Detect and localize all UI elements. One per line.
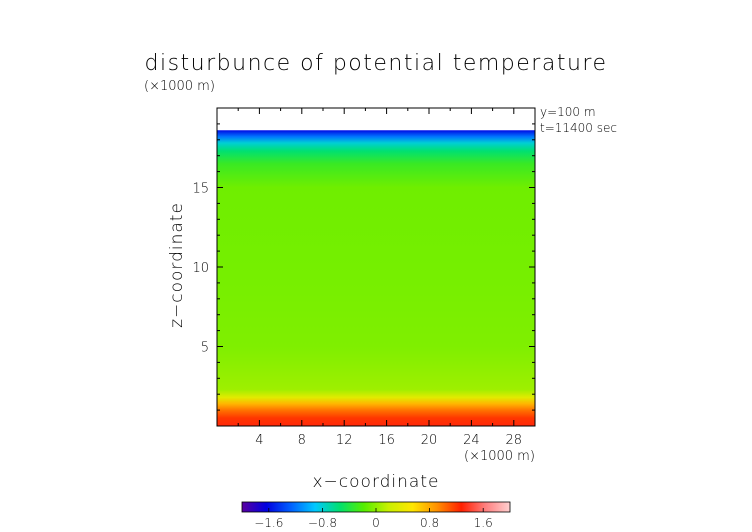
- y-tick-label: 10: [192, 261, 209, 276]
- y-axis-label: z−coordinate: [167, 202, 187, 328]
- x-tick-label: 8: [298, 433, 306, 448]
- field-fill: [217, 130, 535, 426]
- colorbar-tick-label: 1.6: [474, 516, 493, 530]
- colorbar-tick-label: 0: [372, 516, 380, 530]
- x-tick-label: 28: [506, 433, 523, 448]
- x-tick-label: 24: [463, 433, 480, 448]
- colorbar-tick-label: −1.6: [254, 516, 283, 530]
- chart-title: disturbunce of potential temperature: [145, 51, 608, 76]
- colorbar-tick-label: −0.8: [308, 516, 337, 530]
- y-tick-label: 15: [192, 182, 209, 197]
- x-axis: 4 8 12 16 20 24 28: [237, 108, 523, 448]
- y-axis: 5 10 15: [192, 123, 535, 411]
- annotation-t: t=11400 sec: [540, 121, 617, 135]
- x-tick-label: 4: [255, 433, 263, 448]
- x-axis-label: x−coordinate: [313, 472, 440, 492]
- annotation-y: y=100 m: [540, 105, 596, 119]
- units-note: (×1000 m): [144, 79, 215, 94]
- x-tick-label: 12: [336, 433, 353, 448]
- colorbar-tick-label: 0.8: [420, 516, 439, 530]
- x-units: (×1000 m): [464, 449, 535, 464]
- y-tick-label: 5: [201, 341, 209, 356]
- x-tick-label: 16: [378, 433, 395, 448]
- colorbar: −1.6 −0.8 0 0.8 1.6: [241, 501, 511, 530]
- x-tick-label: 20: [421, 433, 438, 448]
- field-area: [216, 107, 536, 427]
